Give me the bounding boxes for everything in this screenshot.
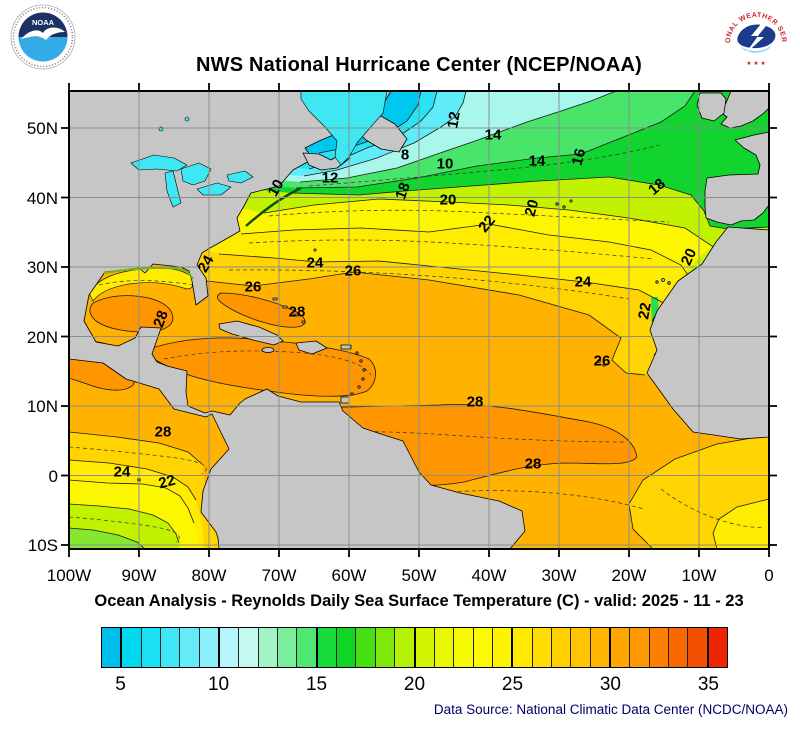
y-axis-tick-label: 30N bbox=[26, 258, 58, 277]
colorbar-cell bbox=[238, 628, 258, 667]
colorbar-tick-label: 10 bbox=[207, 674, 230, 695]
colorbar-tick-label: 25 bbox=[501, 674, 524, 695]
colorbar-cell bbox=[589, 628, 609, 667]
colorbar-cell bbox=[140, 628, 161, 667]
colorbar-cell bbox=[413, 628, 434, 667]
x-axis-tick-label: 70W bbox=[261, 566, 297, 585]
colorbar-cell bbox=[531, 628, 551, 667]
colorbar-cell bbox=[511, 628, 532, 667]
y-axis-tick-label: 10N bbox=[26, 397, 58, 416]
colorbar-cell bbox=[570, 628, 590, 667]
x-axis-tick-label: 40W bbox=[471, 566, 507, 585]
x-axis-tick-label: 0 bbox=[764, 566, 774, 585]
colorbar-tick-label: 5 bbox=[115, 674, 126, 695]
colorbar-tick-label: 20 bbox=[403, 674, 426, 695]
colorbar-tick-label: 15 bbox=[305, 674, 328, 695]
colorbar-cell bbox=[453, 628, 473, 667]
x-axis-tick-label: 60W bbox=[331, 566, 367, 585]
colorbar-cell bbox=[608, 628, 630, 667]
colorbar-cell bbox=[179, 628, 199, 667]
nws-stars: ★ ★ ★ bbox=[746, 60, 765, 67]
colorbar-cell bbox=[198, 628, 219, 667]
colorbar-cell bbox=[433, 628, 454, 667]
colorbar-tick-label: 35 bbox=[697, 674, 719, 695]
x-axis-tick-label: 20W bbox=[611, 566, 647, 585]
x-axis-tick-label: 90W bbox=[121, 566, 157, 585]
colorbar-cell bbox=[491, 628, 512, 667]
axis-ticks bbox=[61, 83, 777, 557]
x-axis-tick-label: 100W bbox=[46, 566, 92, 585]
map-content bbox=[69, 91, 769, 549]
colorbar-cell bbox=[257, 628, 278, 667]
nws-logo-icon: NATIONAL WEATHER SERVICE ★ ★ ★ bbox=[724, 6, 787, 69]
colorbar-cell bbox=[648, 628, 668, 667]
colorbar-cell bbox=[120, 628, 141, 667]
colorbar-tick-label: 30 bbox=[599, 674, 621, 695]
x-axis-tick-label: 50W bbox=[401, 566, 437, 585]
colorbar-cell bbox=[218, 628, 239, 667]
y-axis-tick-label: 0 bbox=[48, 466, 58, 486]
colorbar-cell bbox=[374, 628, 395, 667]
x-axis-tick-label: 10W bbox=[681, 566, 717, 585]
colorbar-cell bbox=[160, 628, 180, 667]
y-axis-tick-label: 40N bbox=[26, 188, 58, 208]
colorbar-cell bbox=[296, 628, 316, 667]
noaa-wordmark: NOAA bbox=[32, 18, 55, 27]
colorbar-cell bbox=[629, 628, 649, 667]
colorbar-cell bbox=[336, 628, 356, 667]
colorbar-cell bbox=[394, 628, 414, 667]
data-source-text: Data Source: National Climatic Data Cent… bbox=[433, 702, 788, 717]
colorbar-cell bbox=[706, 628, 727, 667]
x-axis-tick-label: 80W bbox=[191, 566, 227, 585]
colorbar-cell bbox=[277, 628, 297, 667]
noaa-logo-icon: NOAA bbox=[10, 4, 76, 70]
page-title: NWS National Hurricane Center (NCEP/NOAA… bbox=[195, 54, 643, 76]
temperature-colorbar bbox=[101, 627, 728, 668]
sst-map bbox=[61, 83, 777, 557]
colorbar-cell bbox=[472, 628, 492, 667]
colorbar-cell bbox=[355, 628, 375, 667]
colorbar-cell bbox=[550, 628, 571, 667]
colorbar-cell bbox=[687, 628, 707, 667]
colorbar-cell bbox=[102, 628, 121, 667]
y-axis-tick-label: 50N bbox=[26, 119, 58, 138]
y-axis-tick-label: 10S bbox=[27, 536, 58, 555]
colorbar-cell bbox=[315, 628, 337, 667]
x-axis-tick-label: 30W bbox=[541, 566, 577, 585]
colorbar-cell bbox=[667, 628, 688, 667]
map-caption: Ocean Analysis - Reynolds Daily Sea Surf… bbox=[94, 592, 744, 610]
y-axis-tick-label: 20N bbox=[26, 327, 58, 347]
